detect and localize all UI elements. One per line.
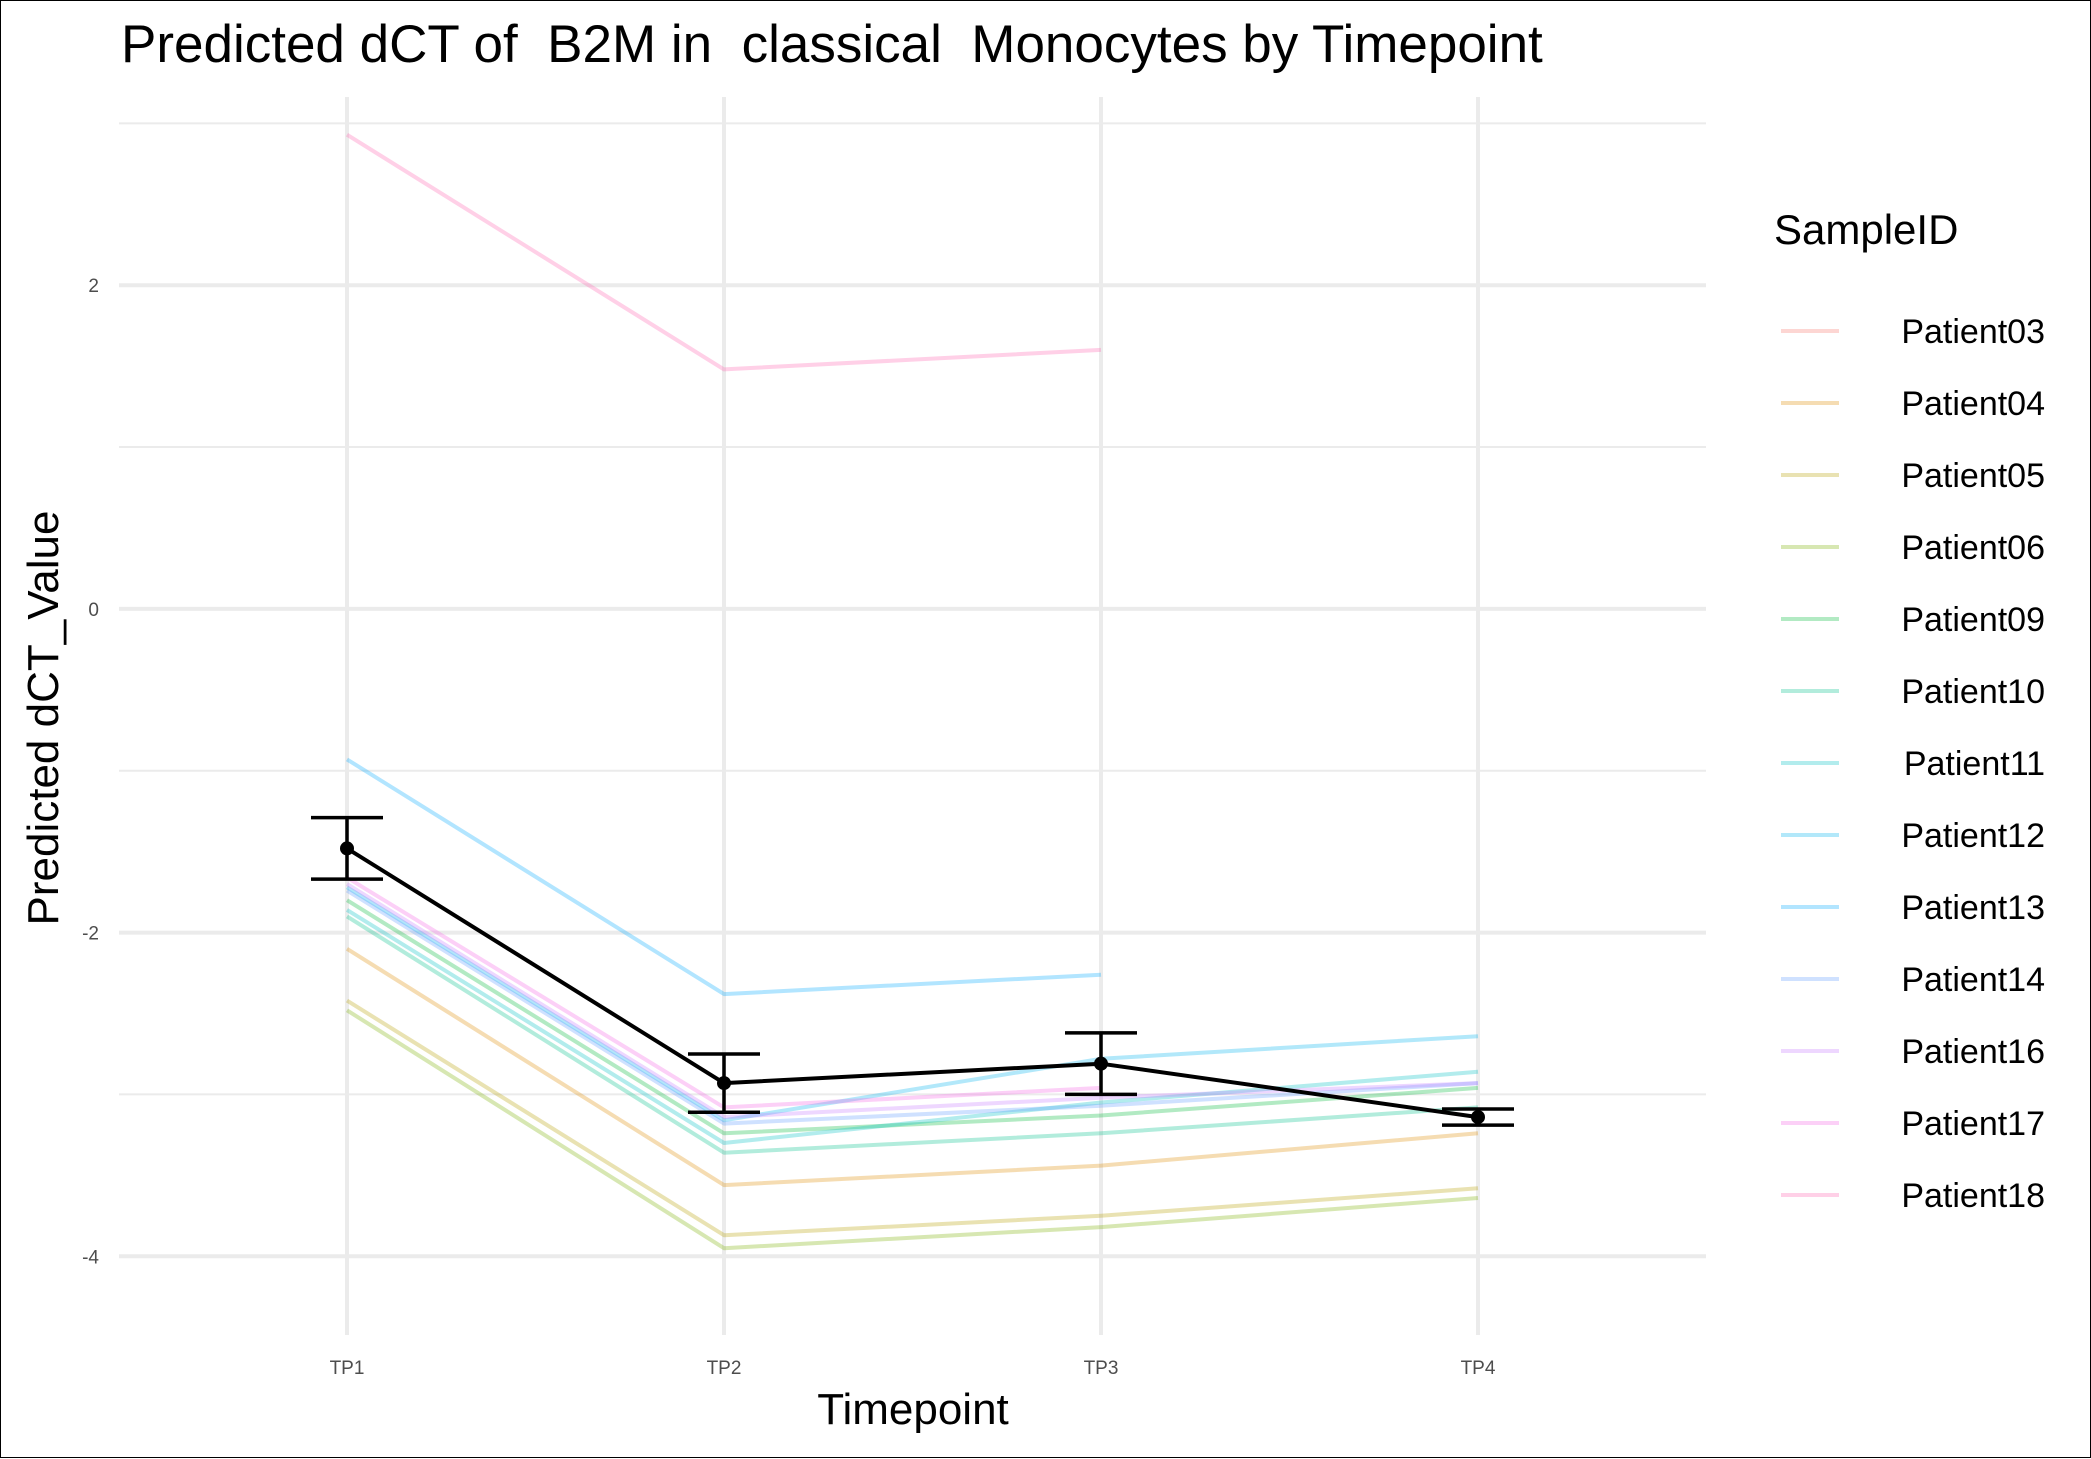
series-line-patient06: [345, 1008, 1479, 1251]
y-tick-label: 2: [88, 276, 99, 297]
legend-item-patient14: Patient14: [1781, 961, 2045, 999]
series-line-patient14: [345, 888, 1479, 1126]
legend-label: Patient11: [1904, 745, 2045, 783]
legend-label: Patient18: [1901, 1177, 2045, 1215]
x-tick-label: TP3: [1084, 1358, 1119, 1379]
legend-item-patient03: Patient03: [1781, 313, 2045, 351]
legend-item-patient17: Patient17: [1781, 1105, 2045, 1143]
legend-label: Patient10: [1901, 673, 2045, 711]
y-axis-title: Predicted dCT_Value: [19, 511, 68, 926]
series-line-patient05: [345, 998, 1479, 1238]
legend-item-patient18: Patient18: [1781, 1177, 2045, 1215]
mean-point-tp3: [1094, 1056, 1108, 1071]
series-line-patient09: [345, 898, 1479, 1136]
mean-point-tp4: [1471, 1110, 1485, 1125]
x-tick-label: TP4: [1461, 1358, 1496, 1379]
legend-item-patient16: Patient16: [1781, 1033, 2045, 1071]
series-line-patient12: [345, 885, 1479, 1123]
legend-label: Patient13: [1901, 889, 2045, 927]
legend-item-patient13: Patient13: [1781, 889, 2045, 927]
legend-item-patient04: Patient04: [1781, 385, 2045, 423]
legend-item-patient06: Patient06: [1781, 529, 2045, 567]
series-line-patient04: [345, 947, 1479, 1188]
series-line-patient18: [345, 133, 1102, 372]
y-tick-label: -2: [82, 924, 99, 945]
legend-item-patient12: Patient12: [1781, 817, 2045, 855]
series-line-patient13: [345, 757, 1102, 997]
mean-line: [345, 846, 1479, 1120]
legend-label: Patient12: [1901, 817, 2045, 855]
x-axis-title: Timepoint: [817, 1385, 1009, 1434]
mean-point-tp1: [340, 841, 354, 856]
series-lines: [345, 133, 1479, 1251]
legend-item-patient11: Patient11: [1781, 745, 2045, 783]
y-tick-label: 0: [88, 600, 99, 621]
series-line-patient11: [345, 908, 1479, 1145]
x-tick-label: TP1: [330, 1358, 365, 1379]
legend-label: Patient14: [1901, 961, 2045, 999]
x-tick-label: TP2: [707, 1358, 742, 1379]
legend-label: Patient04: [1901, 385, 2045, 423]
series-line-patient16: [345, 882, 1479, 1120]
y-axis-ticks: -4 -2 0 2: [82, 276, 99, 1268]
legend-item-patient10: Patient10: [1781, 673, 2045, 711]
chart-title: Predicted dCT of B2M in classical Monocy…: [121, 15, 1543, 74]
legend-title: SampleID: [1774, 206, 1958, 253]
legend-label: Patient03: [1901, 313, 2045, 351]
legend-item-patient09: Patient09: [1781, 601, 2045, 639]
legend-label: Patient06: [1901, 529, 2045, 567]
mean-point-tp2: [717, 1076, 731, 1091]
y-tick-label: -4: [82, 1247, 99, 1268]
legend-label: Patient17: [1901, 1105, 2045, 1143]
mean-layer: [311, 815, 1514, 1127]
series-line-patient10: [345, 914, 1479, 1155]
legend-label: Patient05: [1901, 457, 2045, 495]
legend-label: Patient09: [1901, 601, 2045, 639]
legend-item-patient05: Patient05: [1781, 457, 2045, 495]
x-axis-ticks: TP1 TP2 TP3 TP4: [330, 1358, 1496, 1379]
legend-label: Patient16: [1901, 1033, 2045, 1071]
legend: Patient03 Patient04 Patient05 Patient06 Pati…: [1781, 313, 2045, 1215]
grid: [119, 97, 1706, 1335]
